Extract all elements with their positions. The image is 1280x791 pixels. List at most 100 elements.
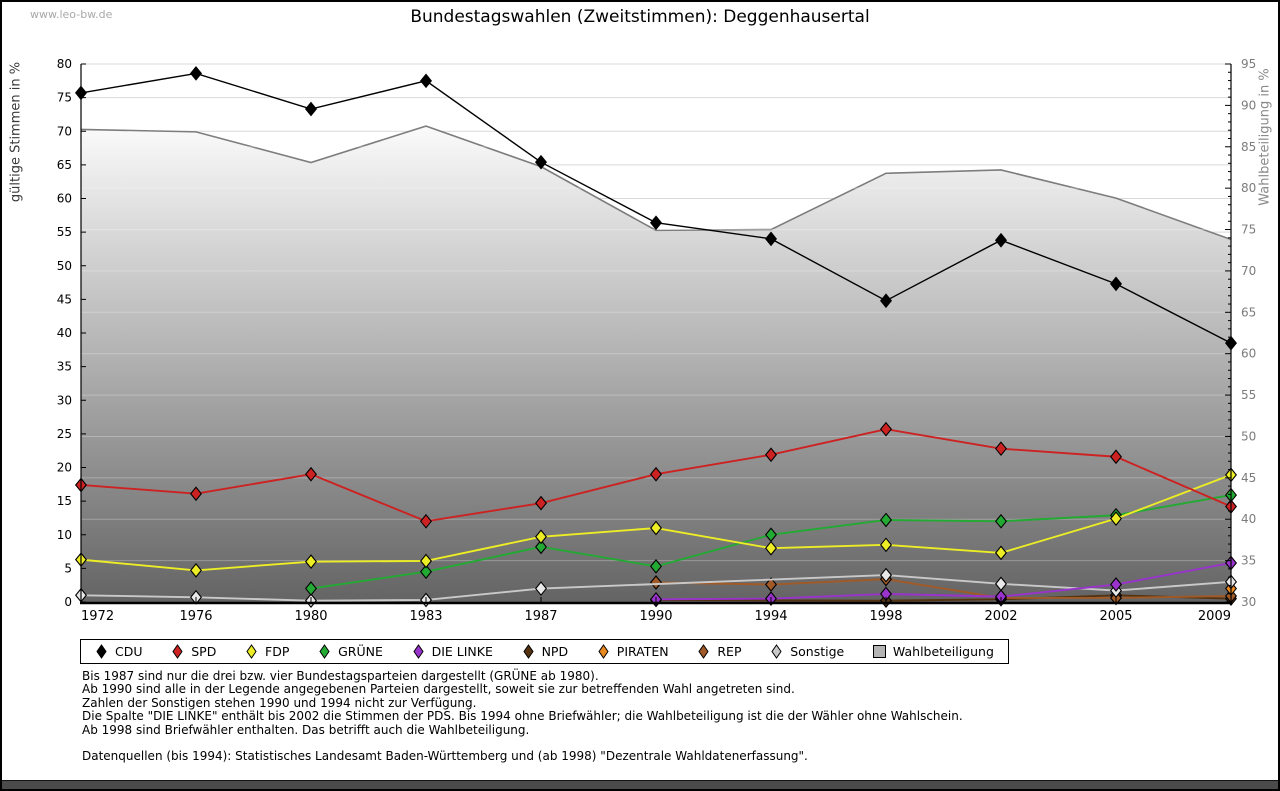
note-line: Ab 1990 sind alle in der Legende angegeb… xyxy=(82,682,795,697)
year-label-1987: 1987 xyxy=(524,609,557,624)
left-tick-label: 20 xyxy=(57,461,72,475)
chart-legend: CDU SPD FDP GRÜNE DIE LINKE NPD PIRATEN REP Sons… xyxy=(80,639,1009,664)
marker-cdu xyxy=(649,215,663,231)
year-label-2009: 2009 xyxy=(1198,609,1231,624)
legend-marker xyxy=(246,644,257,659)
note-line: Zahlen der Sonstigen stehen 1990 und 199… xyxy=(82,695,477,710)
right-tick-label: 55 xyxy=(1241,388,1256,402)
year-label-1990: 1990 xyxy=(639,609,672,624)
marker-spd xyxy=(879,421,893,437)
legend-marker xyxy=(598,644,609,659)
marker-cdu xyxy=(189,66,203,81)
legend-label: DIE LINKE xyxy=(431,644,493,659)
legend-diamond-icon xyxy=(96,644,107,659)
right-tick-label: 60 xyxy=(1241,347,1256,361)
marker-sonstige xyxy=(534,581,548,596)
marker-rep xyxy=(649,575,663,590)
left-tick-label: 50 xyxy=(57,259,72,273)
legend-item-die-linke: DIE LINKE xyxy=(412,644,493,659)
marker-cdu xyxy=(1109,276,1123,292)
left-tick-label: 75 xyxy=(57,91,72,105)
note-line: Datenquellen (bis 1994): Statistisches L… xyxy=(82,749,808,764)
right-tick-label: 95 xyxy=(1241,57,1256,71)
left-tick-label: 40 xyxy=(57,326,72,340)
marker-gruene xyxy=(304,581,318,596)
marker-cdu xyxy=(879,293,893,309)
left-tick-label: 65 xyxy=(57,158,72,172)
footnotes: Bis 1987 sind nur die drei bzw. vier Bun… xyxy=(82,669,963,764)
left-tick-label: 30 xyxy=(57,393,72,407)
year-label-2002: 2002 xyxy=(984,609,1017,624)
legend-label: Sonstige xyxy=(790,644,845,659)
legend-diamond-icon xyxy=(522,644,534,659)
marker-spd xyxy=(764,447,778,463)
legend-item-cdu: CDU xyxy=(95,644,143,659)
legend-diamond-icon xyxy=(172,644,183,659)
legend-item-wahlbeteiligung: Wahlbeteiligung xyxy=(872,644,994,659)
right-tick-label: 50 xyxy=(1241,429,1256,443)
year-label-2005: 2005 xyxy=(1099,609,1132,624)
legend-label: Wahlbeteiligung xyxy=(892,644,994,659)
legend-item-piraten: PIRATEN xyxy=(597,644,669,659)
marker-fdp xyxy=(994,545,1008,561)
legend-item-rep: REP xyxy=(697,644,741,659)
area-wahlbeteiligung xyxy=(81,126,1231,603)
legend-diamond-icon xyxy=(412,644,424,659)
legend-marker xyxy=(96,644,107,659)
legend-diamond-icon xyxy=(698,644,709,659)
legend-marker xyxy=(872,645,886,658)
marker-spd xyxy=(189,486,203,502)
year-label-1994: 1994 xyxy=(754,609,787,624)
right-tick-label: 85 xyxy=(1241,140,1256,154)
right-tick-label: 75 xyxy=(1241,223,1256,237)
marker-gruene xyxy=(879,512,893,528)
legend-label: GRÜNE xyxy=(338,644,383,659)
note-line: Bis 1987 sind nur die drei bzw. vier Bun… xyxy=(82,669,599,683)
legend-diamond-icon xyxy=(319,644,330,659)
right-tick-label: 30 xyxy=(1241,595,1256,609)
right-tick-label: 40 xyxy=(1241,512,1256,526)
legend-label: CDU xyxy=(115,644,143,659)
marker-cdu xyxy=(419,73,433,89)
right-tick-label: 35 xyxy=(1241,554,1256,568)
year-label-1998: 1998 xyxy=(869,609,902,624)
legend-label: FDP xyxy=(265,644,290,659)
left-tick-label: 80 xyxy=(57,57,72,71)
left-tick-label: 15 xyxy=(57,494,72,508)
marker-fdp xyxy=(304,554,318,570)
marker-fdp xyxy=(649,520,663,536)
left-tick-label: 70 xyxy=(57,124,72,138)
note-line: Ab 1998 sind Briefwähler enthalten. Das … xyxy=(82,722,530,737)
marker-gruene xyxy=(994,513,1008,529)
left-tick-label: 60 xyxy=(57,192,72,206)
marker-gruene xyxy=(649,558,663,574)
legend-label: PIRATEN xyxy=(616,644,669,659)
left-tick-label: 5 xyxy=(64,561,72,575)
legend-marker xyxy=(771,644,782,659)
legend-square-icon xyxy=(872,645,886,658)
marker-spd xyxy=(304,466,318,482)
marker-gruene xyxy=(419,564,433,580)
right-tick-label: 80 xyxy=(1241,181,1256,195)
note-line: Die Spalte "DIE LINKE" enthält bis 2002 … xyxy=(82,709,963,724)
series-line-die-linke xyxy=(655,562,1232,601)
year-label-1972: 1972 xyxy=(81,609,114,624)
left-tick-label: 45 xyxy=(57,292,72,306)
marker-spd xyxy=(994,441,1008,457)
legend-diamond-icon xyxy=(246,644,257,659)
marker-fdp xyxy=(534,529,548,545)
year-label-1980: 1980 xyxy=(294,609,327,624)
legend-item-sonstige: Sonstige xyxy=(770,644,844,659)
legend-label: NPD xyxy=(541,644,569,659)
left-tick-label: 10 xyxy=(57,528,72,542)
marker-fdp xyxy=(189,563,203,578)
marker-cdu xyxy=(994,232,1008,248)
year-label-1983: 1983 xyxy=(409,609,442,624)
left-tick-label: 0 xyxy=(64,595,72,609)
legend-marker xyxy=(412,644,424,659)
marker-rep xyxy=(764,577,778,592)
legend-marker xyxy=(319,644,330,659)
marker-cdu xyxy=(304,101,318,117)
bottom-bar xyxy=(2,780,1278,789)
